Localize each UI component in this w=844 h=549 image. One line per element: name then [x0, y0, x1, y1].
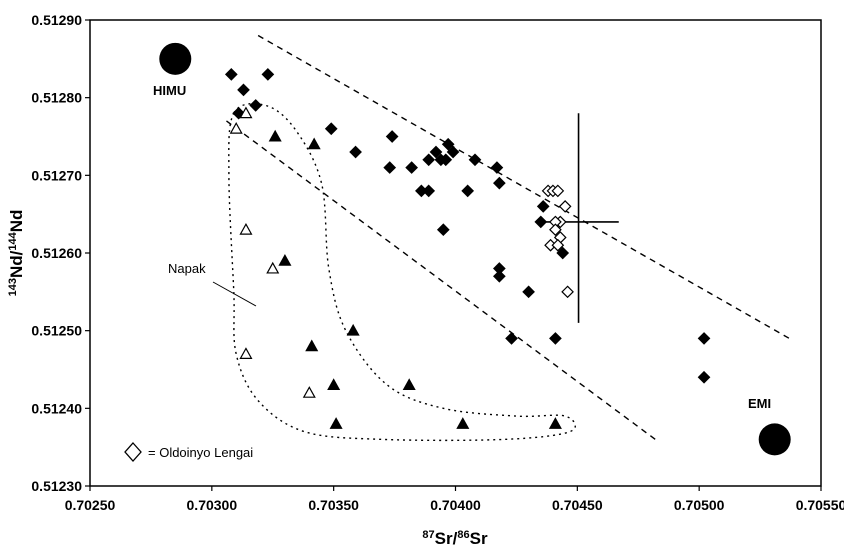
open-diamond-point	[561, 285, 574, 299]
filled-diamond-point	[549, 332, 562, 345]
filled-diamond-point	[534, 215, 548, 229]
y-tick-label: 0.51290	[31, 12, 82, 28]
filled-diamond-point	[461, 184, 475, 198]
filled-triangle-point	[402, 378, 416, 391]
dashed-reference-line	[226, 120, 656, 440]
napak-field-outline	[228, 102, 576, 442]
y-tick-label: 0.51270	[31, 167, 82, 183]
filled-diamond-point	[383, 161, 397, 174]
napak-field	[228, 102, 576, 442]
filled-diamond-point	[261, 68, 275, 81]
filled-triangle-point	[548, 417, 562, 429]
filled-diamond-point	[385, 130, 399, 143]
filled-diamond-point	[556, 246, 570, 260]
legend-text: = Oldoinyo Lengai	[148, 445, 253, 460]
filled-diamond-point	[697, 370, 711, 384]
x-tick-label: 0.70400	[430, 497, 481, 513]
end-member-circle	[758, 423, 791, 456]
filled-diamond-point	[468, 153, 482, 167]
filled-triangle-point	[456, 417, 470, 429]
filled-diamond-point	[536, 200, 550, 213]
filled-diamond-point	[224, 68, 238, 81]
x-axis-ticks: 0.70250 0.70300 0.70350 0.70400 0.70450 0.705…	[65, 486, 844, 513]
napak-leader-line	[212, 281, 257, 307]
open-triangle-point	[239, 347, 253, 359]
data-points	[159, 42, 791, 456]
end-member-circle	[159, 42, 192, 75]
filled-triangle-point	[346, 323, 360, 336]
y-axis-title: 143Nd/144Nd	[7, 210, 26, 297]
filled-diamond-point	[490, 161, 504, 174]
x-tick-label: 0.70350	[308, 497, 359, 513]
y-tick-label: 0.51280	[31, 90, 82, 106]
emi-label: EMI	[748, 396, 771, 411]
x-axis-title: 87Sr/86Sr	[422, 529, 488, 548]
filled-diamond-point	[522, 285, 535, 299]
x-tick-label: 0.70300	[187, 497, 238, 513]
y-tick-label: 0.51260	[31, 245, 82, 261]
open-diamond-point	[549, 223, 562, 237]
legend-open-diamond	[124, 442, 142, 462]
filled-diamond-point	[446, 145, 460, 159]
filled-diamond-point	[697, 332, 711, 345]
filled-triangle-point	[307, 137, 321, 150]
open-diamond-point	[551, 184, 565, 198]
y-tick-label: 0.51240	[31, 400, 82, 416]
filled-diamond-point	[324, 122, 338, 136]
open-triangle-point	[229, 121, 243, 134]
open-triangle-point	[302, 386, 316, 398]
y-tick-label: 0.51250	[31, 323, 82, 339]
filled-diamond-point	[429, 145, 443, 159]
filled-diamond-point	[405, 161, 418, 174]
himu-label: HIMU	[153, 83, 186, 98]
error-cross	[538, 113, 619, 323]
y-axis-ticks: 0.51230 0.51240 0.51250 0.51260 0.51270 0.512…	[31, 12, 90, 494]
filled-triangle-point	[278, 254, 292, 266]
filled-diamond-point	[493, 176, 506, 190]
filled-diamond-point	[422, 153, 436, 167]
filled-diamond-point	[237, 83, 250, 97]
open-triangle-point	[239, 106, 253, 119]
plot-area-frame	[89, 19, 822, 487]
filled-triangle-point	[329, 417, 343, 429]
x-tick-label: 0.70250	[65, 497, 116, 513]
filled-triangle-point	[327, 378, 341, 391]
open-triangle-point	[266, 261, 280, 274]
open-diamond-point	[551, 238, 565, 252]
filled-diamond-point	[349, 145, 362, 159]
filled-diamond-point	[505, 332, 518, 345]
napak-label: Napak	[168, 261, 206, 276]
filled-triangle-point	[268, 129, 282, 142]
filled-diamond-point	[422, 184, 436, 198]
filled-triangle-point	[305, 339, 319, 352]
filled-diamond-point	[436, 223, 450, 237]
open-diamond-point	[558, 200, 572, 213]
reference-lines	[226, 34, 790, 440]
x-tick-label: 0.70450	[552, 497, 603, 513]
x-tick-label: 0.70500	[674, 497, 725, 513]
y-tick-label: 0.51230	[31, 478, 82, 494]
filled-diamond-point	[441, 137, 455, 151]
dashed-reference-line	[257, 34, 790, 340]
x-tick-label: 0.70550	[796, 497, 844, 513]
filled-diamond-point	[249, 99, 263, 112]
filled-diamond-point	[439, 153, 453, 167]
filled-diamond-point	[493, 269, 506, 283]
open-triangle-point	[239, 222, 253, 235]
